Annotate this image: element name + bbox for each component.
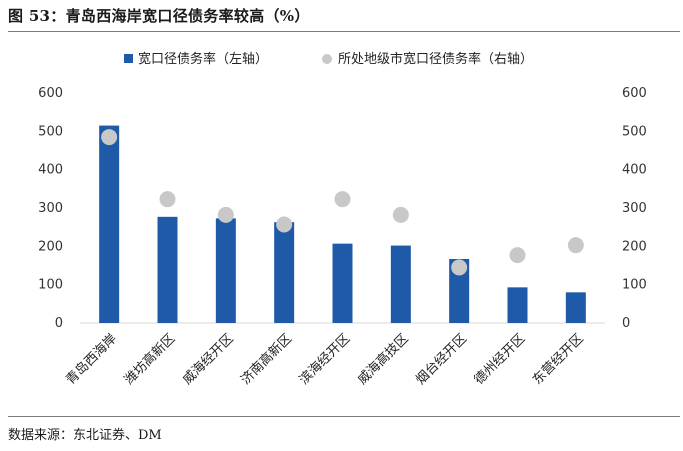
left-tick-label: 100 xyxy=(38,278,63,293)
category-label: 潍坊高新区 xyxy=(121,331,178,388)
legend-bar-label: 宽口径债务率（左轴） xyxy=(138,51,268,67)
bar xyxy=(390,245,411,323)
dot-marker xyxy=(451,259,468,276)
dot-series xyxy=(101,129,584,276)
right-tick-label: 600 xyxy=(622,86,647,101)
category-label: 烟台经开区 xyxy=(413,331,470,388)
bar xyxy=(507,287,528,323)
left-tick-label: 0 xyxy=(55,316,63,331)
dot-marker xyxy=(101,129,118,146)
category-label: 德州经开区 xyxy=(472,331,529,388)
left-axis: 0 100 200 300 400 500 600 xyxy=(38,86,63,331)
right-tick-label: 300 xyxy=(622,201,647,216)
bar xyxy=(565,292,586,323)
figure-title: 图 53：青岛西海岸宽口径债务率较高（%） xyxy=(8,7,310,25)
category-label: 滨海经开区 xyxy=(296,331,353,388)
legend-dot-label: 所处地级市宽口径债务率（右轴） xyxy=(338,51,533,67)
left-tick-label: 300 xyxy=(38,201,63,216)
left-tick-label: 400 xyxy=(38,163,63,178)
bar xyxy=(449,258,470,323)
category-label: 青岛西海岸 xyxy=(63,331,120,388)
bar xyxy=(274,222,295,323)
left-tick-label: 500 xyxy=(38,124,63,139)
right-tick-label: 100 xyxy=(622,278,647,293)
bottom-rule xyxy=(8,416,680,417)
dot-marker xyxy=(276,216,293,233)
right-tick-label: 0 xyxy=(622,316,630,331)
bar xyxy=(332,243,353,323)
right-tick-label: 500 xyxy=(622,124,647,139)
dot-marker xyxy=(392,206,409,223)
left-tick-label: 600 xyxy=(38,86,63,101)
dot-marker xyxy=(567,237,584,254)
bar xyxy=(215,218,236,323)
dot-marker xyxy=(334,191,351,208)
source-note: 数据来源：东北证券、DM xyxy=(8,428,162,443)
dot-marker xyxy=(509,247,526,264)
legend-dot-swatch xyxy=(322,54,332,64)
category-labels: 青岛西海岸 潍坊高新区 威海经开区 济南高新区 滨海经开区 威海高技区 烟台经开区 德州经开区… xyxy=(63,331,587,388)
bar xyxy=(99,125,120,323)
right-axis: 0 100 200 300 400 500 600 xyxy=(622,86,647,331)
bar-series xyxy=(99,125,586,323)
dot-marker xyxy=(159,191,176,208)
legend-bar-swatch xyxy=(124,54,133,63)
right-tick-label: 200 xyxy=(622,239,647,254)
category-label: 威海高技区 xyxy=(354,331,411,388)
bar xyxy=(157,216,178,323)
top-rule xyxy=(8,31,680,32)
category-label: 东营经开区 xyxy=(530,331,587,388)
left-tick-label: 200 xyxy=(38,239,63,254)
dot-marker xyxy=(217,206,234,223)
category-label: 济南高新区 xyxy=(238,331,295,388)
category-label: 威海经开区 xyxy=(180,331,237,388)
chart-legend: 宽口径债务率（左轴） 所处地级市宽口径债务率（右轴） xyxy=(124,51,533,67)
right-tick-label: 400 xyxy=(622,163,647,178)
